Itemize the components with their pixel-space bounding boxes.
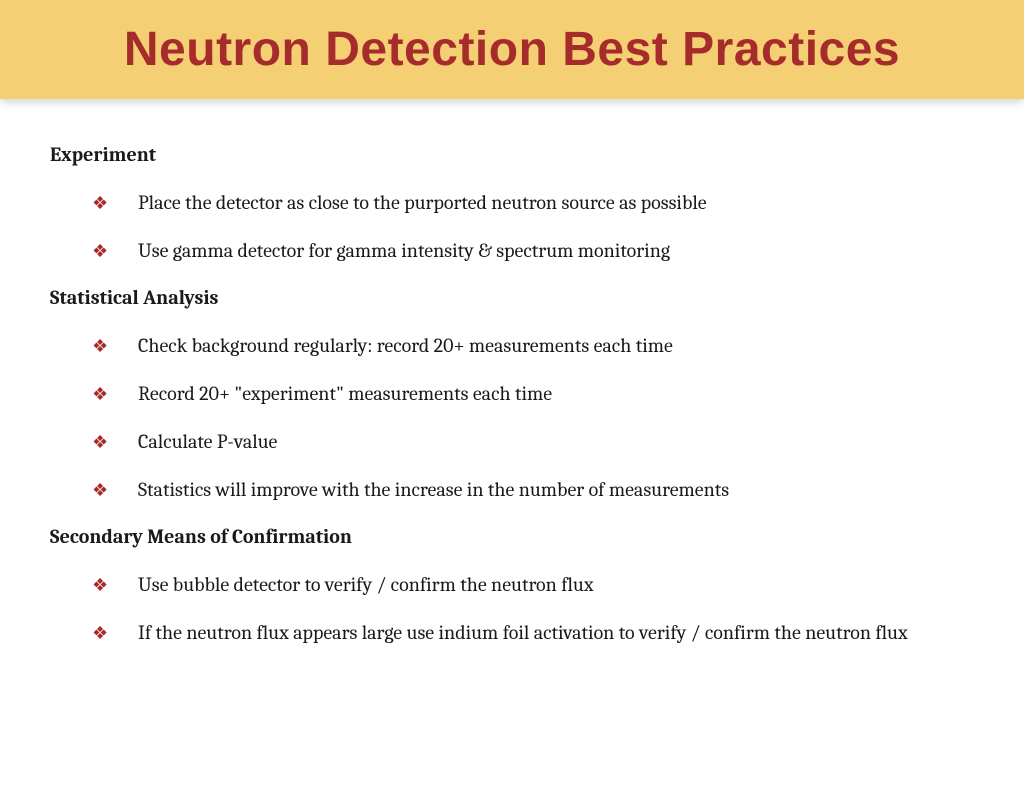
list-item-text: Statistics will improve with the increas… — [138, 478, 729, 501]
list-item: ❖ Calculate P-value — [110, 427, 974, 457]
bullet-list-secondary: ❖ Use bubble detector to verify / confir… — [50, 570, 974, 648]
diamond-bullet-icon: ❖ — [92, 381, 108, 408]
list-item-text: Check background regularly: record 20+ m… — [138, 334, 673, 357]
section-heading-statistical: Statistical Analysis — [50, 286, 974, 309]
list-item-text: Calculate P-value — [138, 430, 277, 453]
diamond-bullet-icon: ❖ — [92, 477, 108, 504]
bullet-list-experiment: ❖ Place the detector as close to the pur… — [50, 188, 974, 266]
list-item-text: Record 20+ "experiment" measurements eac… — [138, 382, 552, 405]
list-item: ❖ Check background regularly: record 20+… — [110, 331, 974, 361]
diamond-bullet-icon: ❖ — [92, 572, 108, 599]
slide-content: Experiment ❖ Place the detector as close… — [0, 99, 1024, 688]
header-banner: Neutron Detection Best Practices — [0, 0, 1024, 99]
list-item: ❖ If the neutron flux appears large use … — [110, 618, 974, 648]
section-heading-secondary: Secondary Means of Confirmation — [50, 525, 974, 548]
diamond-bullet-icon: ❖ — [92, 429, 108, 456]
bullet-list-statistical: ❖ Check background regularly: record 20+… — [50, 331, 974, 505]
slide-title: Neutron Detection Best Practices — [0, 22, 1024, 77]
list-item: ❖ Record 20+ "experiment" measurements e… — [110, 379, 974, 409]
list-item: ❖ Place the detector as close to the pur… — [110, 188, 974, 218]
diamond-bullet-icon: ❖ — [92, 333, 108, 360]
diamond-bullet-icon: ❖ — [92, 238, 108, 265]
list-item-text: Use bubble detector to verify / confirm … — [138, 573, 593, 596]
diamond-bullet-icon: ❖ — [92, 190, 108, 217]
diamond-bullet-icon: ❖ — [92, 620, 108, 647]
list-item: ❖ Use gamma detector for gamma intensity… — [110, 236, 974, 266]
list-item: ❖ Statistics will improve with the incre… — [110, 475, 974, 505]
list-item: ❖ Use bubble detector to verify / confir… — [110, 570, 974, 600]
list-item-text: Use gamma detector for gamma intensity &… — [138, 239, 670, 262]
list-item-text: Place the detector as close to the purpo… — [138, 191, 707, 214]
list-item-text: If the neutron flux appears large use in… — [138, 621, 908, 644]
section-heading-experiment: Experiment — [50, 143, 974, 166]
